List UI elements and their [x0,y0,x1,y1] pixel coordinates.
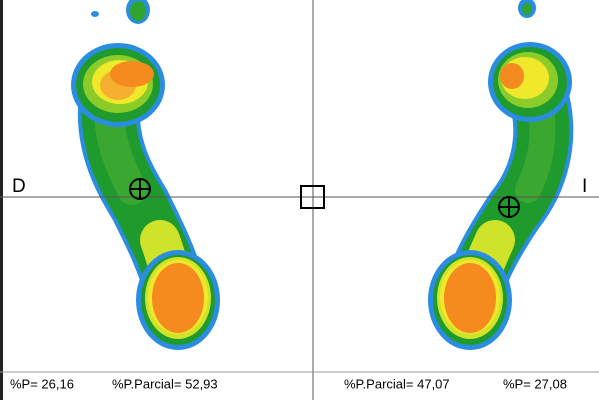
left-side-label: D [12,176,26,197]
left-cop-marker [129,178,151,200]
right-partial-percent: %P.Parcial= 47,07 [344,376,450,391]
left-partial-percent: %P.Parcial= 52,93 [112,376,218,391]
left-total-percent: %P= 26,16 [10,376,74,391]
left-frame [0,0,3,400]
right-cop-marker [498,196,520,218]
right-side-label: I [582,176,587,197]
left-foot [71,0,220,350]
center-marker [300,185,325,209]
right-total-percent: %P= 27,08 [503,376,567,391]
right-foot [428,0,574,350]
